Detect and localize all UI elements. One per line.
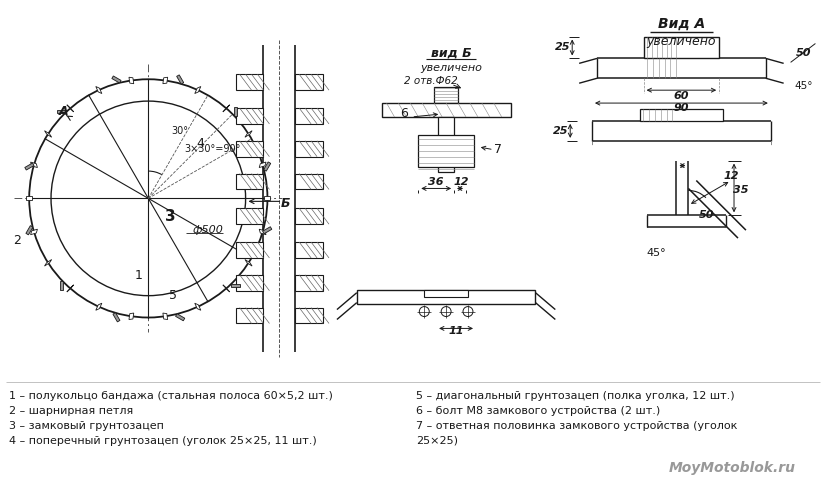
Polygon shape: [223, 105, 230, 112]
Text: 25: 25: [553, 126, 568, 136]
Polygon shape: [245, 260, 252, 266]
Polygon shape: [45, 260, 51, 266]
Text: 3 – замковый грунтозацеп: 3 – замковый грунтозацеп: [9, 420, 164, 430]
Polygon shape: [236, 275, 263, 290]
Polygon shape: [31, 229, 37, 234]
Text: 4 – поперечный грунтозацеп (уголок 25×25, 11 шт.): 4 – поперечный грунтозацеп (уголок 25×25…: [9, 436, 317, 446]
Polygon shape: [295, 141, 323, 156]
Text: увеличено: увеличено: [647, 35, 716, 48]
Text: ф500: ф500: [193, 225, 223, 235]
Text: 3×30°=90°: 3×30°=90°: [184, 144, 241, 154]
Text: увеличено: увеличено: [420, 64, 482, 74]
Polygon shape: [262, 226, 272, 234]
Polygon shape: [295, 74, 323, 90]
Text: Вид А: Вид А: [658, 16, 705, 30]
Text: 2 – шарнирная петля: 2 – шарнирная петля: [9, 406, 134, 416]
Polygon shape: [112, 76, 121, 83]
Polygon shape: [95, 303, 102, 310]
Text: 2: 2: [13, 234, 22, 246]
Text: 90: 90: [674, 103, 689, 113]
Text: 3: 3: [165, 208, 175, 224]
Polygon shape: [236, 174, 263, 190]
Polygon shape: [295, 242, 323, 258]
Polygon shape: [644, 36, 719, 59]
Polygon shape: [195, 303, 201, 310]
Text: 36: 36: [428, 178, 444, 188]
Text: 1: 1: [134, 270, 142, 282]
Polygon shape: [265, 196, 271, 200]
Text: 12: 12: [723, 170, 739, 180]
Polygon shape: [418, 135, 474, 166]
Text: 25×25): 25×25): [417, 436, 458, 446]
Polygon shape: [357, 290, 535, 304]
Polygon shape: [236, 242, 263, 258]
Polygon shape: [163, 77, 168, 84]
Polygon shape: [31, 162, 37, 168]
Text: 4: 4: [196, 138, 204, 150]
Text: 5: 5: [169, 289, 177, 302]
Polygon shape: [438, 117, 454, 172]
Polygon shape: [231, 284, 240, 287]
Polygon shape: [234, 107, 237, 116]
Text: 1 – полукольцо бандажа (стальная полоса 60×5,2 шт.): 1 – полукольцо бандажа (стальная полоса …: [9, 391, 333, 401]
Polygon shape: [295, 174, 323, 190]
Polygon shape: [259, 229, 266, 234]
Polygon shape: [129, 313, 134, 320]
Polygon shape: [382, 103, 510, 117]
Text: 60: 60: [674, 91, 689, 101]
Polygon shape: [25, 163, 34, 170]
Text: 2 отв.Ф62: 2 отв.Ф62: [404, 76, 458, 86]
Polygon shape: [195, 86, 201, 94]
Text: 6 – болт М8 замкового устройства (2 шт.): 6 – болт М8 замкового устройства (2 шт.): [417, 406, 661, 416]
Polygon shape: [264, 162, 271, 171]
Polygon shape: [236, 108, 263, 124]
Polygon shape: [45, 130, 51, 138]
Polygon shape: [424, 290, 468, 296]
Text: 50: 50: [699, 210, 714, 220]
Polygon shape: [295, 275, 323, 290]
Polygon shape: [259, 162, 266, 168]
Polygon shape: [113, 312, 120, 322]
Text: 25: 25: [554, 42, 570, 52]
Text: А: А: [59, 104, 69, 118]
Polygon shape: [56, 110, 66, 113]
Text: MoyMotoblok.ru: MoyMotoblok.ru: [668, 462, 795, 475]
Text: 45°: 45°: [647, 248, 666, 258]
Polygon shape: [295, 108, 323, 124]
Polygon shape: [67, 285, 74, 292]
Polygon shape: [295, 208, 323, 224]
Text: 5 – диагональный грунтозацеп (полка уголка, 12 шт.): 5 – диагональный грунтозацеп (полка угол…: [417, 391, 735, 401]
Polygon shape: [640, 109, 723, 121]
Polygon shape: [129, 77, 134, 84]
Polygon shape: [236, 74, 263, 90]
Polygon shape: [67, 105, 74, 112]
Polygon shape: [236, 208, 263, 224]
Polygon shape: [245, 130, 252, 138]
Polygon shape: [236, 141, 263, 156]
Text: 7: 7: [494, 143, 502, 156]
Text: 30°: 30°: [172, 126, 188, 136]
Text: 12: 12: [453, 178, 469, 188]
Polygon shape: [223, 285, 230, 292]
Polygon shape: [236, 308, 263, 324]
Polygon shape: [27, 196, 32, 200]
Polygon shape: [176, 314, 185, 321]
Text: 50: 50: [796, 48, 811, 58]
Polygon shape: [26, 226, 33, 235]
Text: 6: 6: [401, 108, 408, 120]
Polygon shape: [295, 308, 323, 324]
Text: 11: 11: [448, 326, 464, 336]
Text: 35: 35: [733, 186, 749, 196]
Polygon shape: [95, 86, 102, 94]
Text: Б: Б: [281, 197, 290, 210]
Polygon shape: [177, 75, 183, 84]
Text: вид Б: вид Б: [431, 47, 471, 60]
Polygon shape: [163, 313, 168, 320]
Text: 45°: 45°: [794, 81, 813, 91]
Polygon shape: [60, 281, 63, 290]
Text: 7 – ответная половинка замкового устройства (уголок: 7 – ответная половинка замкового устройс…: [417, 420, 738, 430]
Polygon shape: [434, 87, 458, 103]
